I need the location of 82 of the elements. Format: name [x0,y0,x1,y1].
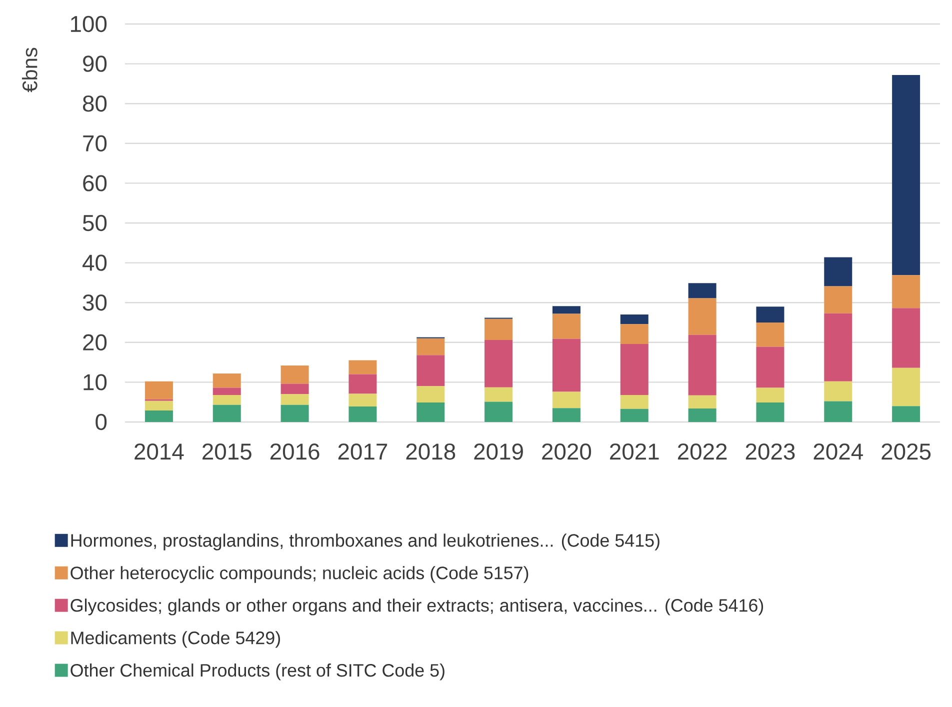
bar [348,394,377,406]
bar [688,298,716,335]
x-tick-label: 2021 [610,444,659,460]
bar [756,322,784,347]
bar [892,74,920,276]
bar [484,387,513,402]
bar [892,275,920,308]
legend-label: Glycosides; glands or other organs and their extracts; antisera, vaccines... (Code 5416) [70,598,764,616]
bar [620,314,648,324]
x-tick-label: 2018 [406,444,456,460]
bar [552,392,580,408]
bar [348,374,377,394]
bar [620,394,648,409]
bar [620,324,648,344]
bar [144,381,173,400]
y-tick-label: 100 [71,16,107,32]
bar [280,384,309,394]
bar [824,286,852,314]
x-tick-label: 2015 [202,444,252,460]
bar [688,395,716,408]
bar [280,404,309,422]
x-tick-label: 2014 [134,444,184,460]
x-tick-label: 2016 [270,444,320,460]
bar [552,338,580,392]
y-axis-title: €bns [22,48,38,92]
bar [756,346,784,388]
y-tick-label: 0 [96,414,107,430]
bar [688,334,716,396]
y-tick-label: 30 [82,294,107,311]
bar [416,386,445,402]
bar [144,410,173,422]
bar [620,408,648,422]
bar [756,306,784,322]
x-tick-label: 2023 [746,444,795,460]
bar [552,408,580,422]
y-tick-label: 80 [82,95,107,112]
x-tick-label: 2024 [814,444,863,460]
bar [824,401,852,422]
bar [212,388,241,395]
bar [144,400,173,410]
bar [620,344,648,395]
y-tick-label: 40 [82,254,107,271]
legend-label: Other heterocyclic compounds; nucleic acids (Code 5157) [70,566,528,583]
x-tick-label: 2019 [474,444,523,460]
bar [212,373,241,388]
bar [484,402,513,422]
bar [416,338,445,356]
bar [756,402,784,422]
legend-label: Other Chemical Products (rest of SITC Code 5) [70,664,444,680]
bar [892,368,920,406]
y-tick-label: 20 [83,334,107,351]
bar [212,394,241,405]
y-tick-label: 70 [83,135,107,152]
legend-label: Medicaments (Code 5429) [71,631,280,648]
x-tick-label: 2025 [882,444,931,460]
bar [484,340,513,388]
bar [416,402,445,422]
y-tick-label: 60 [83,175,107,192]
bar [348,360,377,374]
y-tick-label: 10 [84,374,107,390]
bar [552,314,580,339]
bar [688,283,716,298]
bar [212,404,241,422]
bar [484,318,513,340]
bar [892,308,920,368]
x-tick-label: 2017 [338,444,388,460]
bar [892,406,920,422]
bar [280,394,309,405]
bar [824,313,852,382]
y-tick-label: 90 [83,56,107,72]
x-tick-label: 2020 [542,444,592,460]
bar [688,408,716,422]
bar [348,406,377,422]
bar [416,355,445,386]
legend-label: Hormones, prostaglandins, thromboxanes and leukotrienes... (Code 5415) [71,534,660,550]
bar [552,306,580,314]
x-tick-label: 2022 [678,444,727,460]
y-tick-label: 50 [82,214,107,232]
bar [824,257,852,286]
bar [824,381,852,402]
bar [756,388,784,402]
bar [280,365,309,384]
